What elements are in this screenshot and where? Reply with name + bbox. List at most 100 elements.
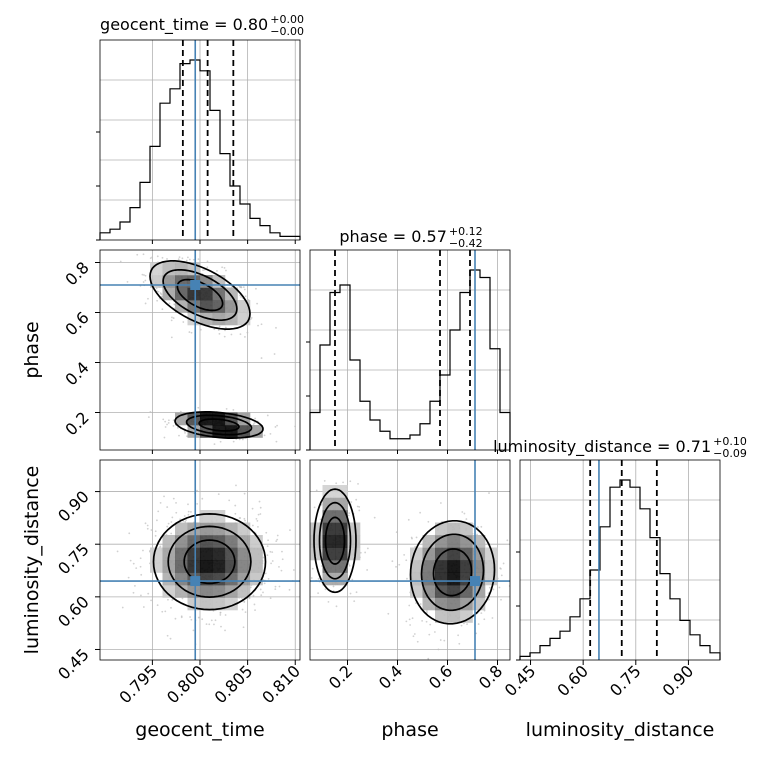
sample-point bbox=[256, 302, 259, 305]
sample-point bbox=[235, 484, 237, 487]
sample-point bbox=[146, 524, 149, 527]
density-cell bbox=[447, 597, 461, 611]
hist-panel-geocent_time bbox=[96, 39, 301, 241]
sample-point bbox=[189, 616, 191, 618]
sample-point bbox=[166, 634, 169, 637]
density-cell bbox=[200, 585, 213, 598]
sample-point bbox=[278, 585, 281, 588]
density-cell bbox=[460, 610, 473, 623]
sample-point bbox=[204, 450, 206, 452]
sample-point bbox=[270, 562, 273, 565]
sample-point bbox=[210, 619, 213, 622]
sample-point bbox=[119, 260, 122, 263]
sample-point bbox=[167, 419, 170, 422]
sample-point bbox=[502, 562, 505, 565]
sample-point bbox=[350, 501, 353, 503]
contour-line bbox=[318, 501, 352, 580]
sample-point bbox=[147, 297, 149, 300]
sample-point bbox=[232, 440, 235, 443]
sample-point bbox=[238, 438, 241, 441]
density-cell bbox=[200, 522, 213, 536]
sample-point bbox=[127, 576, 130, 579]
sample-point bbox=[142, 606, 145, 608]
sample-point bbox=[159, 292, 162, 295]
contour-line bbox=[167, 525, 252, 598]
sample-point bbox=[225, 269, 227, 272]
sample-point bbox=[269, 432, 272, 435]
x-tick-label: 0.2 bbox=[325, 661, 356, 692]
sample-point bbox=[254, 417, 257, 420]
sample-point bbox=[170, 606, 172, 609]
sample-point bbox=[412, 635, 415, 638]
sample-point bbox=[151, 256, 154, 259]
hist-step-luminosity_distance bbox=[519, 479, 721, 660]
sample-point bbox=[317, 577, 320, 580]
sample-point bbox=[266, 545, 269, 548]
truth-marker bbox=[190, 576, 201, 587]
sample-point bbox=[349, 592, 352, 595]
sample-point bbox=[197, 616, 200, 619]
density-cell bbox=[225, 300, 238, 313]
sample-point bbox=[183, 515, 186, 517]
sample-point bbox=[224, 629, 226, 632]
sample-point bbox=[223, 266, 226, 269]
sample-point bbox=[267, 539, 269, 542]
sample-point bbox=[306, 488, 308, 490]
sample-point bbox=[439, 502, 442, 504]
sample-point bbox=[166, 423, 168, 426]
sample-point bbox=[185, 519, 188, 521]
contour-line bbox=[324, 516, 346, 565]
density-cell bbox=[460, 522, 473, 536]
sample-point bbox=[274, 426, 277, 428]
sample-point bbox=[488, 598, 490, 601]
sample-point bbox=[461, 511, 464, 513]
y-tick-label: 0.4 bbox=[61, 358, 92, 389]
title-lower-err: −0.00 bbox=[270, 25, 304, 38]
sample-point bbox=[428, 633, 431, 636]
density-cell bbox=[225, 535, 238, 548]
sample-point bbox=[408, 618, 411, 621]
density-cell bbox=[250, 560, 263, 573]
sample-point bbox=[164, 426, 167, 428]
sample-point bbox=[221, 266, 224, 269]
contour-line bbox=[174, 411, 264, 439]
sample-point bbox=[395, 565, 397, 568]
sample-point bbox=[500, 598, 502, 601]
sample-point bbox=[250, 317, 253, 319]
sample-point bbox=[144, 274, 147, 277]
sample-point bbox=[415, 536, 418, 539]
sample-point bbox=[163, 495, 165, 498]
sample-point bbox=[342, 481, 344, 484]
sample-point bbox=[269, 550, 272, 553]
density-cell bbox=[212, 547, 226, 561]
sample-point bbox=[192, 258, 195, 261]
sample-point bbox=[355, 591, 358, 594]
sample-point bbox=[166, 258, 168, 260]
sample-point bbox=[132, 562, 135, 565]
sample-point bbox=[147, 416, 150, 419]
density-cell bbox=[460, 585, 473, 598]
sample-point bbox=[170, 521, 173, 523]
scatter-panel-phase-luminosity_distance bbox=[305, 459, 511, 661]
y-tick-label: 0.6 bbox=[61, 308, 92, 339]
sample-point bbox=[216, 270, 218, 272]
sample-point bbox=[175, 511, 178, 514]
sample-point bbox=[224, 614, 227, 616]
density-cell bbox=[225, 522, 238, 536]
sample-point bbox=[269, 597, 272, 600]
sample-point bbox=[500, 574, 503, 577]
sample-point bbox=[426, 610, 428, 612]
sample-point bbox=[257, 513, 260, 516]
sample-point bbox=[332, 585, 335, 588]
title-luminosity_distance: luminosity_distance = 0.71 +0.10−0.09 bbox=[493, 435, 747, 460]
sample-point bbox=[161, 295, 163, 298]
sample-point bbox=[243, 288, 246, 291]
density-cell bbox=[335, 497, 348, 511]
sample-point bbox=[259, 588, 262, 591]
x-axis-label-phase: phase bbox=[381, 719, 438, 741]
sample-point bbox=[275, 440, 278, 443]
sample-point bbox=[305, 583, 307, 585]
sample-point bbox=[154, 534, 157, 537]
sample-point bbox=[353, 600, 356, 603]
density-cell bbox=[410, 560, 423, 573]
